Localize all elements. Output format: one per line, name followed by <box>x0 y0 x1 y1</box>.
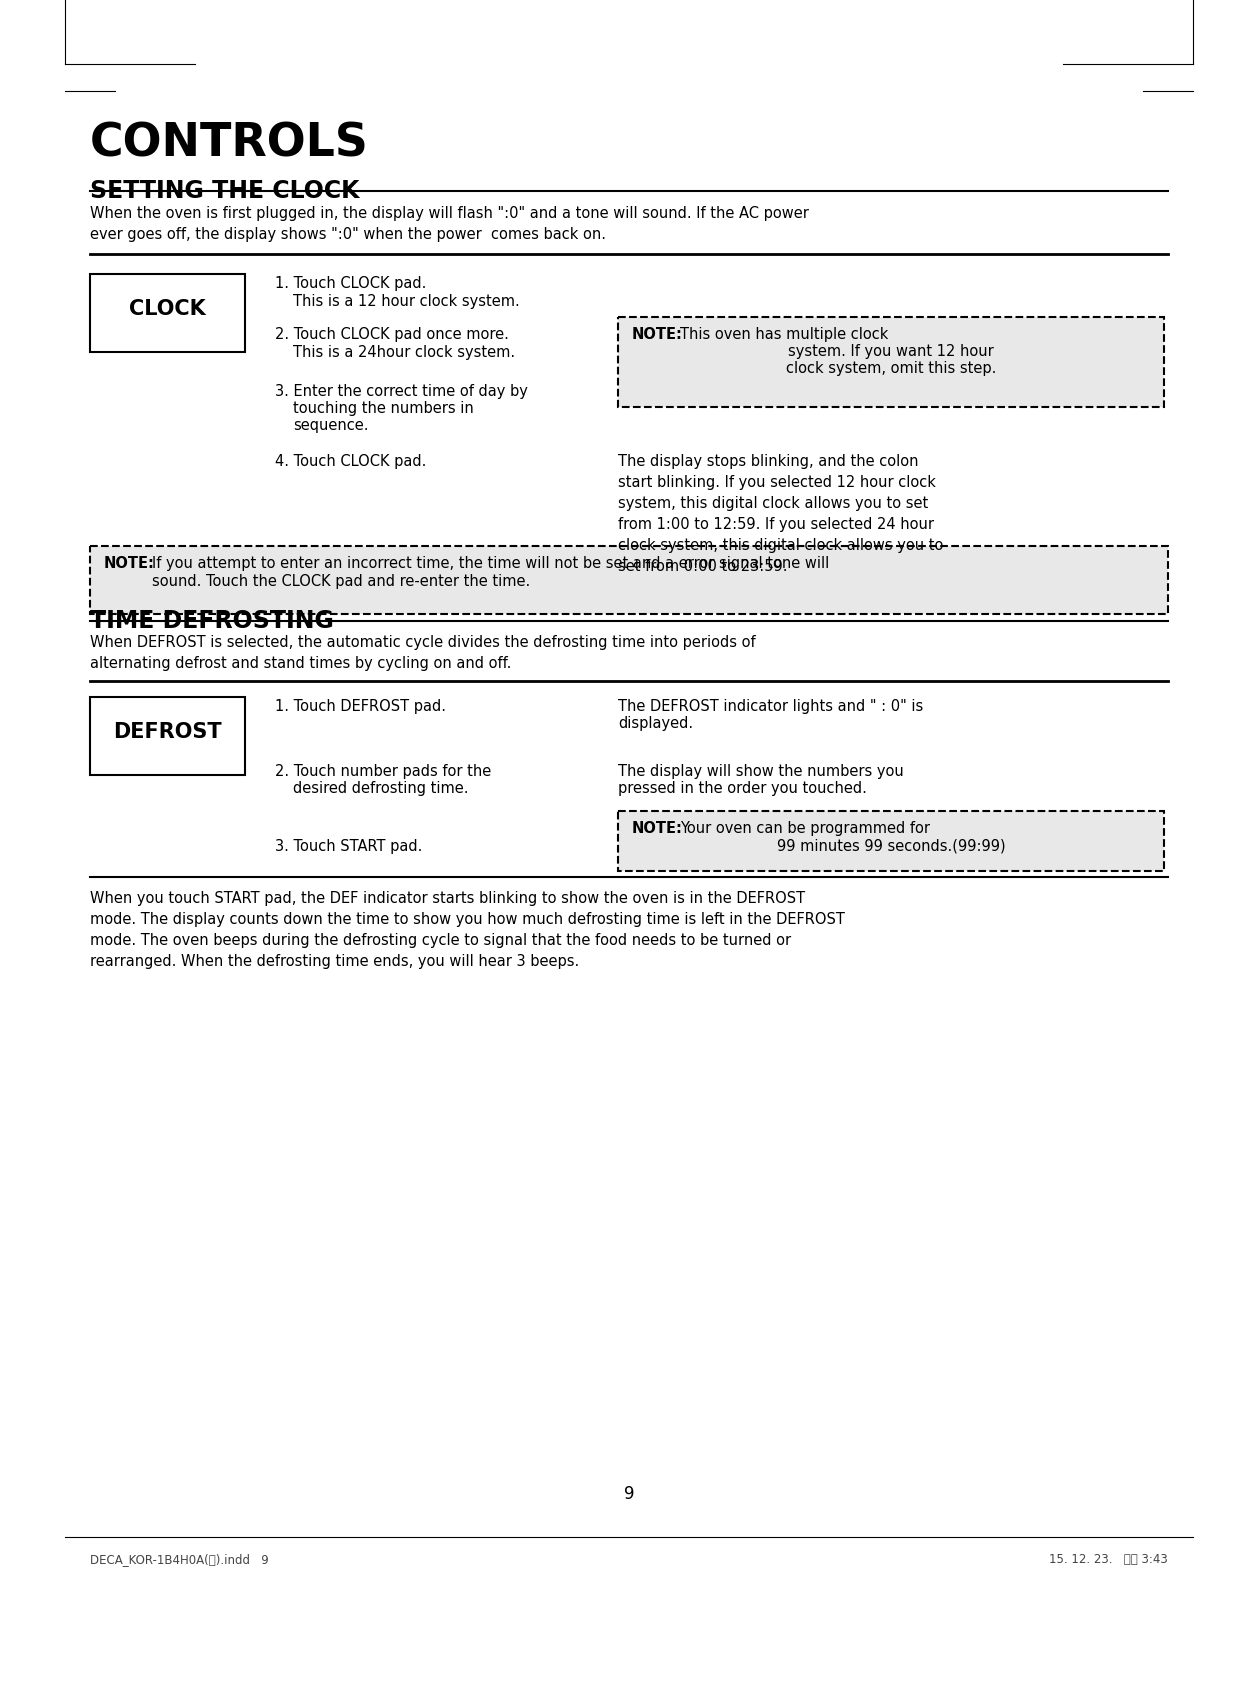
Text: When DEFROST is selected, the automatic cycle divides the defrosting time into p: When DEFROST is selected, the automatic … <box>91 635 756 671</box>
Text: 1. Touch DEFROST pad.: 1. Touch DEFROST pad. <box>276 699 447 714</box>
Text: The DEFROST indicator lights and " : 0" is: The DEFROST indicator lights and " : 0" … <box>618 699 923 714</box>
Text: 99 minutes 99 seconds.(99:99): 99 minutes 99 seconds.(99:99) <box>776 838 1005 853</box>
Text: desired defrosting time.: desired defrosting time. <box>293 780 468 796</box>
Text: If you attempt to enter an incorrect time, the time will not be set and a error : If you attempt to enter an incorrect tim… <box>152 556 829 571</box>
Text: 2. Touch CLOCK pad once more.: 2. Touch CLOCK pad once more. <box>276 328 509 341</box>
Text: system. If you want 12 hour: system. If you want 12 hour <box>788 345 994 360</box>
Text: sound. Touch the CLOCK pad and re-enter the time.: sound. Touch the CLOCK pad and re-enter … <box>152 574 531 589</box>
Text: CONTROLS: CONTROLS <box>91 122 369 166</box>
Text: touching the numbers in: touching the numbers in <box>293 400 474 415</box>
Text: TIME DEFROSTING: TIME DEFROSTING <box>91 610 333 633</box>
FancyBboxPatch shape <box>91 546 1167 615</box>
Text: 3. Touch START pad.: 3. Touch START pad. <box>276 839 423 855</box>
Text: clock system, omit this step.: clock system, omit this step. <box>786 361 996 377</box>
Text: Your oven can be programmed for: Your oven can be programmed for <box>681 821 930 836</box>
Text: The display stops blinking, and the colon
start blinking. If you selected 12 hou: The display stops blinking, and the colo… <box>618 454 944 574</box>
Text: This oven has multiple clock: This oven has multiple clock <box>681 328 888 341</box>
Text: 1. Touch CLOCK pad.: 1. Touch CLOCK pad. <box>276 275 426 291</box>
Text: 15. 12. 23.   오후 3:43: 15. 12. 23. 오후 3:43 <box>1049 1552 1167 1566</box>
Text: DEFROST: DEFROST <box>113 721 221 741</box>
Text: NOTE:: NOTE: <box>632 821 683 836</box>
FancyBboxPatch shape <box>618 318 1164 407</box>
Text: CLOCK: CLOCK <box>128 299 205 319</box>
Text: displayed.: displayed. <box>618 716 693 731</box>
Text: 9: 9 <box>624 1485 634 1503</box>
Text: 4. Touch CLOCK pad.: 4. Touch CLOCK pad. <box>276 454 426 470</box>
Text: SETTING THE CLOCK: SETTING THE CLOCK <box>91 179 360 203</box>
Text: NOTE:: NOTE: <box>632 328 683 341</box>
Text: sequence.: sequence. <box>293 417 369 432</box>
Text: 2. Touch number pads for the: 2. Touch number pads for the <box>276 763 492 779</box>
Text: This is a 24hour clock system.: This is a 24hour clock system. <box>293 345 515 360</box>
Text: The display will show the numbers you: The display will show the numbers you <box>618 763 903 779</box>
Text: When the oven is first plugged in, the display will flash ":0" and a tone will s: When the oven is first plugged in, the d… <box>91 206 809 242</box>
Text: NOTE:: NOTE: <box>104 556 155 571</box>
Text: This is a 12 hour clock system.: This is a 12 hour clock system. <box>293 294 520 309</box>
Text: When you touch START pad, the DEF indicator starts blinking to show the oven is : When you touch START pad, the DEF indica… <box>91 892 845 969</box>
FancyBboxPatch shape <box>618 811 1164 872</box>
Text: 3. Enter the correct time of day by: 3. Enter the correct time of day by <box>276 383 528 399</box>
Text: pressed in the order you touched.: pressed in the order you touched. <box>618 780 867 796</box>
Text: DECA_KOR-1B4H0A(영).indd   9: DECA_KOR-1B4H0A(영).indd 9 <box>91 1552 269 1566</box>
